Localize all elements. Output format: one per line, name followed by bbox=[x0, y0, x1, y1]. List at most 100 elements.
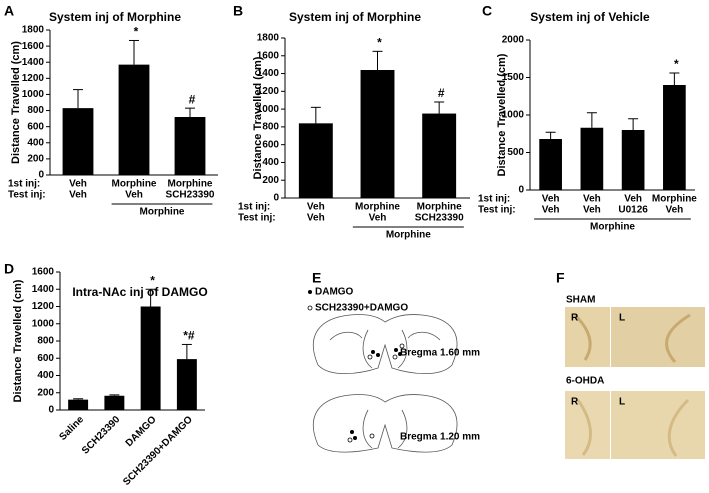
legend-label: DAMGO bbox=[315, 287, 354, 298]
y-tick-label: 1000 bbox=[32, 318, 55, 329]
y-tick-label: 0 bbox=[38, 170, 44, 181]
chart-title: System inj of Morphine bbox=[49, 10, 181, 24]
y-tick-label: 600 bbox=[37, 353, 54, 364]
bar bbox=[62, 108, 94, 175]
bar bbox=[118, 64, 150, 175]
x-tick-label: SCH23390 bbox=[80, 414, 123, 457]
significance-marker: # bbox=[189, 92, 196, 106]
tissue-image bbox=[611, 391, 705, 459]
injection-sites-2 bbox=[347, 430, 375, 443]
group-label: Morphine bbox=[590, 222, 635, 233]
section-label: Bregma 1.60 mm bbox=[400, 348, 480, 359]
y-tick-label: 1200 bbox=[32, 301, 55, 312]
y-tick-label: 200 bbox=[37, 387, 54, 398]
y-tick-label: 0 bbox=[273, 193, 279, 204]
y-tick-label: 1000 bbox=[257, 104, 280, 115]
y-axis-label: Distance Travelled (cm) bbox=[252, 56, 264, 179]
y-tick-label: 1600 bbox=[22, 41, 45, 52]
group-label: Morphine bbox=[386, 230, 431, 241]
tissue-detail bbox=[576, 398, 690, 457]
row-label: SHAM bbox=[566, 295, 595, 306]
y-tick-label: 1400 bbox=[32, 284, 55, 295]
row-label: 1st inj: bbox=[8, 179, 40, 190]
y-tick-label: 400 bbox=[262, 157, 279, 168]
chart-title: System inj of Vehicle bbox=[530, 10, 650, 24]
x-tick-label: DAMGO bbox=[124, 414, 159, 449]
y-tick-label: 1600 bbox=[257, 50, 280, 61]
bar bbox=[621, 130, 645, 190]
legend-dot-filled bbox=[308, 290, 312, 294]
y-tick-label: 1200 bbox=[257, 86, 280, 97]
legend-label: SCH23390+DAMGO bbox=[315, 303, 408, 314]
row-label: Test inj: bbox=[8, 190, 46, 201]
x-tick-label: Veh bbox=[69, 190, 87, 201]
injection-sites-1 bbox=[367, 343, 405, 360]
bar bbox=[580, 127, 604, 190]
y-tick-label: 800 bbox=[37, 336, 54, 347]
x-tick-label: SCH23390 bbox=[166, 190, 215, 201]
brain-section-2 bbox=[313, 394, 458, 453]
chart-title: Intra-NAc inj of DAMGO bbox=[72, 285, 207, 299]
x-tick-label: Veh bbox=[125, 190, 143, 201]
y-tick-label: 1000 bbox=[502, 110, 525, 121]
y-tick-label: 1500 bbox=[502, 72, 525, 83]
x-tick-label: Veh bbox=[307, 213, 325, 224]
y-tick-label: 0 bbox=[518, 185, 524, 196]
side-label: R bbox=[571, 313, 579, 324]
row-label: 6-OHDA bbox=[566, 376, 604, 387]
y-tick-label: 1800 bbox=[22, 25, 45, 36]
chart-title: System inj of Morphine bbox=[289, 10, 421, 24]
y-tick-label: 200 bbox=[262, 175, 279, 186]
row-label: 1st inj: bbox=[238, 202, 270, 213]
y-tick-label: 2000 bbox=[502, 35, 525, 46]
x-tick-label: Morphine bbox=[168, 179, 213, 190]
panel-letter: E bbox=[312, 270, 321, 286]
bar bbox=[140, 306, 161, 410]
tissue-detail bbox=[573, 313, 691, 363]
side-label: L bbox=[619, 313, 625, 324]
bar bbox=[174, 117, 206, 175]
x-tick-label: Veh bbox=[624, 194, 642, 205]
bar bbox=[360, 70, 395, 198]
x-tick-label: SCH23390 bbox=[415, 213, 464, 224]
x-tick-label: Veh bbox=[69, 179, 87, 190]
group-label: Morphine bbox=[140, 207, 185, 218]
legend-dot-open bbox=[307, 305, 313, 311]
panel-letter: C bbox=[482, 3, 492, 19]
significance-marker: * bbox=[134, 25, 139, 39]
bar bbox=[539, 139, 562, 190]
significance-marker: # bbox=[438, 86, 445, 100]
y-tick-label: 400 bbox=[27, 137, 44, 148]
significance-marker: * bbox=[674, 57, 679, 71]
side-label: L bbox=[619, 397, 625, 408]
x-tick-label: Veh bbox=[542, 194, 560, 205]
x-tick-label: SCH23390+DAMGO bbox=[121, 414, 195, 488]
x-tick-label: Morphine bbox=[417, 202, 462, 213]
y-tick-label: 800 bbox=[262, 122, 279, 133]
row-label: Test inj: bbox=[478, 205, 516, 216]
row-label: Test inj: bbox=[238, 213, 276, 224]
x-tick-label: Veh bbox=[583, 205, 601, 216]
x-tick-label: Morphine bbox=[112, 179, 157, 190]
row-label: 1st inj: bbox=[478, 194, 510, 205]
bar bbox=[663, 85, 686, 190]
y-tick-label: 1200 bbox=[22, 73, 45, 84]
x-tick-label: Veh bbox=[369, 213, 387, 224]
x-tick-label: Veh bbox=[542, 205, 560, 216]
y-tick-label: 600 bbox=[27, 121, 44, 132]
section-label: Bregma 1.20 mm bbox=[400, 432, 480, 443]
y-tick-label: 800 bbox=[27, 105, 44, 116]
panel-letter: A bbox=[4, 3, 14, 19]
brain-section-1 bbox=[313, 314, 458, 374]
x-tick-label: Morphine bbox=[652, 194, 697, 205]
bar bbox=[68, 399, 89, 410]
y-tick-label: 1000 bbox=[22, 89, 45, 100]
x-tick-label: U0126 bbox=[618, 205, 648, 216]
y-tick-label: 1400 bbox=[257, 68, 280, 79]
y-tick-label: 500 bbox=[507, 147, 524, 158]
x-tick-label: Morphine bbox=[355, 202, 400, 213]
x-tick-label: Veh bbox=[665, 205, 683, 216]
panel-letter: F bbox=[556, 270, 565, 286]
y-tick-label: 600 bbox=[262, 139, 279, 150]
